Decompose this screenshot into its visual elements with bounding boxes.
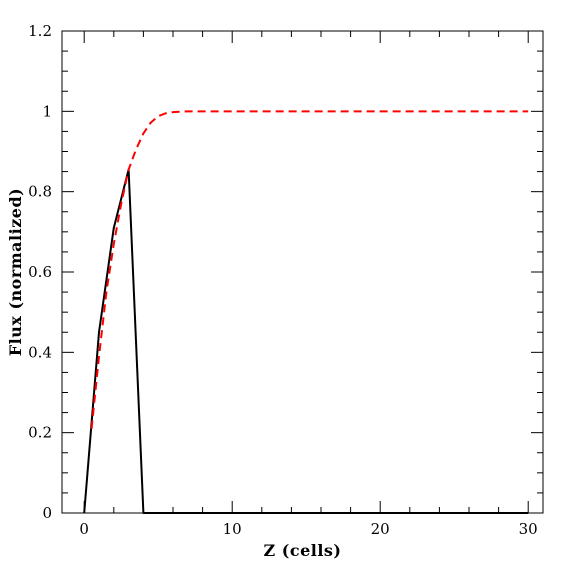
tick-labels: 0 10 20 30 0 0.2 0.4 0.6 0.8 1 1.2 <box>28 22 538 538</box>
y-tick-label: 0.2 <box>28 424 52 442</box>
y-tick-label: 0 <box>42 504 52 522</box>
plot-border <box>61 30 544 514</box>
x-tick-label: 30 <box>519 520 538 538</box>
x-axis-title: Z (cells) <box>264 541 342 560</box>
black-solid-series-line <box>83 168 529 514</box>
x-tick-label: 20 <box>371 520 390 538</box>
y-tick-label: 1 <box>42 102 52 120</box>
series-lines <box>83 110 529 514</box>
y-tick-label: 0.4 <box>28 343 52 361</box>
y-tick-label: 1.2 <box>28 22 52 40</box>
red-dashed-series-line <box>90 110 529 429</box>
x-tick-label: 0 <box>79 520 89 538</box>
y-tick-label: 0.8 <box>28 183 52 201</box>
x-tick-label: 10 <box>223 520 242 538</box>
axis-ticks <box>62 30 543 514</box>
y-tick-label: 0.6 <box>28 263 52 281</box>
plot-frame <box>61 30 544 514</box>
y-axis-title: Flux (normalized) <box>6 188 25 356</box>
